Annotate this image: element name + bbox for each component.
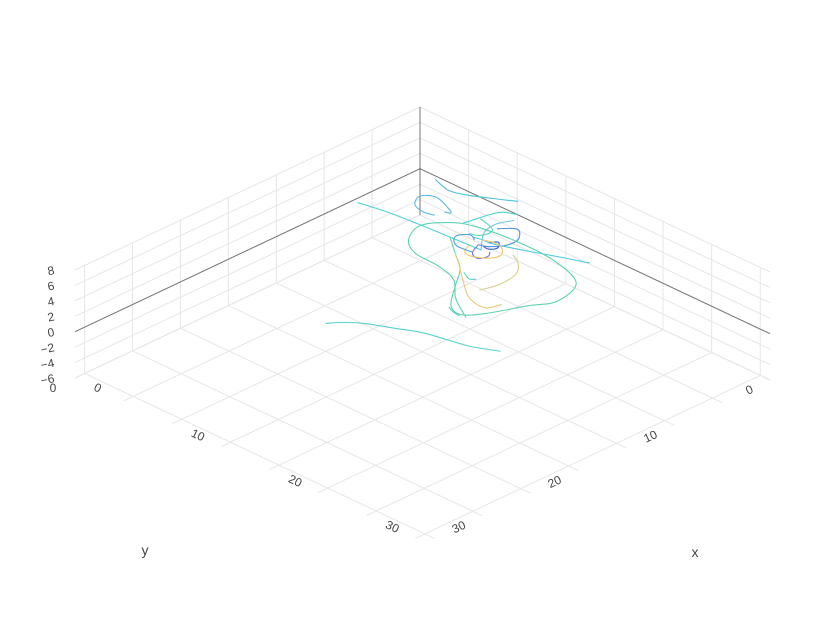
z-tick-label: −6: [39, 371, 56, 388]
streamline-14: [454, 252, 502, 309]
z-tick-label: 2: [46, 309, 56, 324]
floor-gridline-y: [180, 327, 531, 494]
wall-x-gridline-z: [419, 214, 771, 381]
floor-gridline-y: [132, 350, 483, 517]
z-tick-label: 8: [46, 263, 56, 278]
wall-y-gridline-z: [74, 137, 421, 302]
wall-x-gridline-z: [419, 183, 771, 350]
y-tick-label: 0: [743, 382, 755, 398]
x-axis-title: x: [692, 544, 699, 560]
floor-gridline-x: [269, 306, 615, 471]
grid-layer: [74, 106, 771, 539]
streamline-7: [463, 272, 477, 280]
wall-y-zero-line: [74, 168, 421, 333]
streamline-11: [414, 194, 452, 216]
floor-gridline-y: [84, 373, 435, 539]
streamline-18: [448, 306, 460, 317]
streamline-8: [472, 236, 590, 264]
floor-gridline-x: [317, 329, 664, 494]
wall-x-gridline-z: [419, 106, 771, 273]
floor-gridline-x: [123, 237, 469, 402]
floor-gridline-x: [172, 260, 518, 425]
z-tick-label: −4: [39, 356, 56, 373]
streamline-6: [471, 244, 491, 260]
streamline-16: [453, 233, 475, 253]
floor-gridline-y: [228, 305, 579, 472]
x-tick-label: 20: [286, 472, 304, 490]
y-tick-label: 20: [546, 472, 564, 490]
z-tick-label: −2: [39, 340, 56, 357]
z-tick-label: 4: [46, 294, 56, 309]
x-tick-label: 0: [92, 380, 104, 396]
wall-y-gridline-z: [74, 152, 421, 317]
z-tick-label: 6: [46, 279, 56, 294]
streamline-1: [357, 202, 482, 251]
wall-y-gridline-z: [74, 183, 421, 348]
wall-y-gridline-z: [74, 106, 421, 271]
x-tick-label: 10: [189, 426, 207, 444]
streamlines-layer: [325, 179, 590, 352]
streamline-13: [464, 239, 504, 259]
streamline-2: [325, 321, 501, 352]
z-axis-extra-label: 0: [50, 381, 57, 395]
z-tick-label: 0: [46, 325, 56, 340]
wall-y-gridline-z: [74, 214, 421, 379]
x-tick-label: 30: [383, 518, 401, 536]
floor-gridline-y: [276, 282, 627, 449]
streamline-15: [479, 254, 519, 291]
floor-gridline-y: [323, 259, 675, 426]
streamline-9: [435, 179, 519, 202]
y-tick-label: 10: [641, 427, 659, 445]
streamline-5: [483, 241, 500, 250]
streamline-3: [480, 219, 515, 251]
floor-gridline-x: [366, 352, 712, 516]
streamline-17: [463, 211, 518, 224]
streamline-12: [407, 222, 577, 318]
streamline-4: [478, 227, 521, 248]
wall-x-gridline-z: [419, 121, 771, 288]
y-axis-title: y: [142, 542, 149, 558]
floor-gridline-y: [371, 237, 723, 404]
wall-y-gridline-z: [74, 121, 421, 286]
y-tick-label: 30: [450, 518, 468, 536]
floor-gridline-x: [415, 374, 761, 539]
